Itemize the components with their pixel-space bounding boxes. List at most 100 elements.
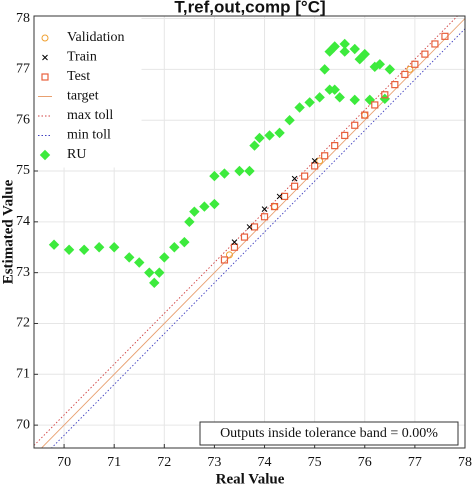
point xyxy=(199,201,210,212)
point xyxy=(341,131,349,140)
point xyxy=(220,256,229,264)
point xyxy=(411,60,419,68)
point xyxy=(144,267,155,278)
point xyxy=(246,224,253,230)
x-tick-label: 75 xyxy=(308,455,322,470)
point xyxy=(250,223,259,231)
point xyxy=(280,192,289,201)
point xyxy=(154,267,165,278)
x-tick-label: 70 xyxy=(57,455,71,470)
point xyxy=(261,206,268,212)
point xyxy=(349,43,360,55)
point xyxy=(291,182,299,190)
legend-label: Test xyxy=(67,69,90,84)
point xyxy=(231,239,238,246)
point xyxy=(321,152,329,160)
point xyxy=(339,46,350,57)
y-tick-label: 70 xyxy=(16,417,30,432)
point xyxy=(63,244,75,255)
point xyxy=(384,64,396,75)
y-tick-label: 75 xyxy=(16,163,30,178)
point xyxy=(311,157,318,164)
point xyxy=(254,132,265,144)
point xyxy=(124,252,135,263)
x-tick-label: 76 xyxy=(358,455,372,470)
point xyxy=(294,102,305,113)
point xyxy=(359,48,370,60)
point xyxy=(264,130,275,141)
legend-label: target xyxy=(67,89,99,104)
point xyxy=(93,242,105,253)
y-tick-label: 73 xyxy=(16,265,30,280)
point xyxy=(401,70,409,79)
y-tick-label: 78 xyxy=(16,11,30,26)
point xyxy=(334,92,345,103)
point xyxy=(169,242,180,253)
y-tick-label: 76 xyxy=(16,112,30,127)
point xyxy=(270,202,279,211)
x-tick-label: 71 xyxy=(107,455,121,470)
point xyxy=(274,127,285,139)
y-tick-label: 71 xyxy=(16,367,30,382)
point xyxy=(316,157,324,165)
point xyxy=(421,50,429,58)
point xyxy=(189,206,200,217)
point xyxy=(179,236,190,248)
legend-marker xyxy=(41,34,49,42)
legend-label: Validation xyxy=(67,30,125,45)
plot-layer xyxy=(34,16,465,448)
point xyxy=(219,168,230,179)
y-tick-label: 72 xyxy=(16,316,30,331)
point xyxy=(78,244,90,255)
point xyxy=(311,162,319,170)
point xyxy=(230,243,239,251)
point xyxy=(209,170,220,182)
legend-marker xyxy=(39,149,51,161)
series-line xyxy=(50,28,465,448)
point xyxy=(149,277,160,289)
legend-box xyxy=(34,16,142,168)
x-tick-label: 74 xyxy=(258,455,272,470)
point xyxy=(351,121,359,129)
y-axis-label: Estimated Value xyxy=(0,179,16,284)
point xyxy=(329,84,340,95)
point xyxy=(209,198,220,210)
point xyxy=(374,59,386,70)
point xyxy=(301,172,309,180)
point xyxy=(349,94,360,106)
legend-label: min toll xyxy=(67,128,111,143)
annotation-box xyxy=(199,421,459,446)
x-tick-label: 73 xyxy=(207,455,221,470)
point xyxy=(324,46,335,57)
legend-label: RU xyxy=(67,147,86,162)
point xyxy=(108,242,120,253)
point xyxy=(319,64,330,75)
point xyxy=(240,233,249,241)
point xyxy=(304,97,315,108)
point xyxy=(48,239,60,250)
point xyxy=(134,257,145,268)
point xyxy=(260,213,269,221)
point xyxy=(184,216,195,228)
point xyxy=(291,175,298,182)
point xyxy=(234,165,245,177)
x-tick-label: 77 xyxy=(408,455,422,470)
y-tick-label: 77 xyxy=(16,62,30,77)
series-line xyxy=(40,18,465,448)
point xyxy=(369,61,380,73)
point xyxy=(354,53,365,65)
point xyxy=(381,91,389,99)
point xyxy=(276,193,283,200)
point xyxy=(364,94,375,106)
point xyxy=(406,65,414,73)
legend-label: max toll xyxy=(67,108,113,123)
point xyxy=(371,101,379,109)
point xyxy=(431,40,439,48)
point xyxy=(314,92,325,103)
annotation: Outputs inside tolerance band = 0.00% xyxy=(220,426,438,441)
legend-label: Train xyxy=(67,50,97,65)
chart-title: T,ref,out,comp [°C] xyxy=(174,0,325,16)
point xyxy=(441,32,449,40)
legend-marker xyxy=(42,54,48,61)
